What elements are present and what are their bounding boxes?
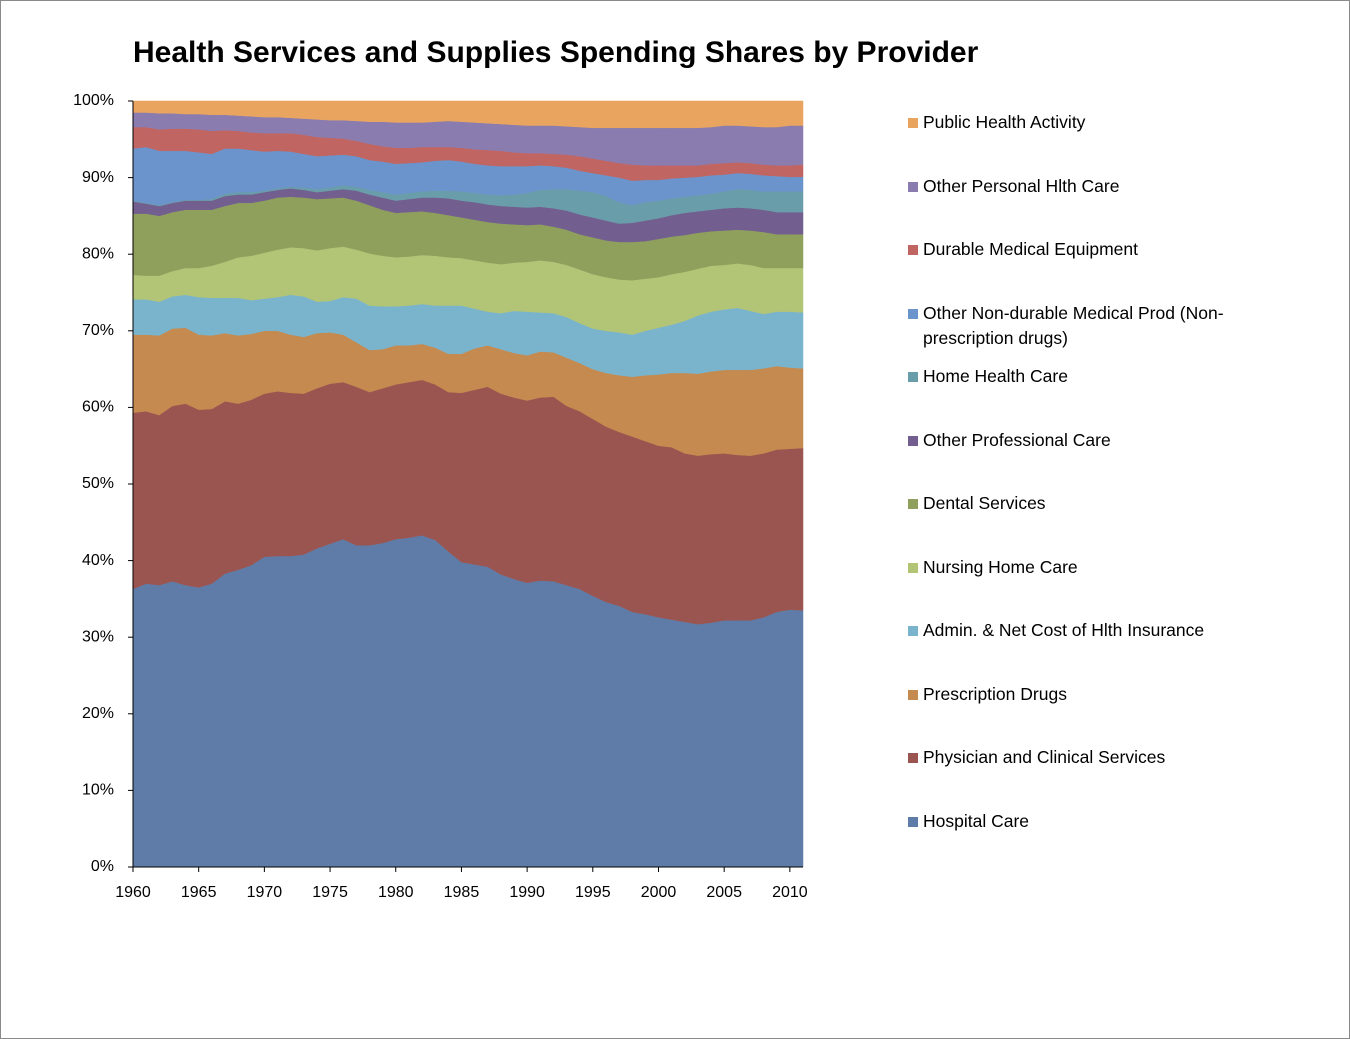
legend-swatch	[908, 499, 918, 509]
y-tick-label: 50%	[82, 475, 114, 492]
legend-label: Admin. & Net Cost of Hlth Insurance	[923, 620, 1205, 640]
x-tick-label: 1975	[312, 884, 348, 901]
legend-label: Durable Medical Equipment	[923, 239, 1138, 259]
legend-swatch	[908, 816, 918, 827]
legend-label: Public Health Activity	[923, 112, 1086, 132]
legend-item: Other Personal Hlth Care	[908, 174, 1268, 199]
legend-item: Nursing Home Care	[908, 555, 1268, 580]
x-tick-label: 1965	[181, 884, 217, 901]
legend-item: Admin. & Net Cost of Hlth Insurance	[908, 618, 1268, 643]
y-tick-label: 60%	[82, 399, 114, 416]
y-tick-label: 20%	[82, 705, 114, 722]
x-tick-label: 2000	[641, 884, 677, 901]
legend-label: Nursing Home Care	[923, 556, 1078, 577]
y-tick-label: 30%	[82, 628, 114, 645]
x-tick-label: 1980	[378, 884, 414, 901]
legend-swatch	[908, 689, 918, 700]
legend-swatch	[908, 372, 918, 382]
y-tick-label: 0%	[91, 858, 114, 875]
legend-swatch	[908, 435, 918, 446]
legend-swatch	[908, 118, 918, 128]
areas	[132, 100, 804, 868]
y-tick-label: 40%	[82, 552, 114, 569]
legend-swatch	[908, 308, 918, 319]
legend-item: Home Health Care	[908, 364, 1268, 389]
x-tick-label: 1995	[575, 884, 611, 901]
y-tick-label: 10%	[82, 782, 114, 799]
legend-label: Physician and Clinical Services	[923, 747, 1166, 767]
legend-item: Durable Medical Equipment	[908, 237, 1268, 262]
legend-label: Prescription Drugs	[923, 683, 1067, 704]
y-tick-label: 70%	[82, 322, 114, 339]
legend-swatch	[908, 626, 918, 636]
legend-swatch	[908, 181, 918, 192]
legend-label: Dental Services	[923, 493, 1046, 513]
legend-label: Other Personal Hlth Care	[923, 175, 1120, 196]
x-tick-label: 2010	[772, 884, 808, 901]
x-tick-label: 1960	[115, 884, 151, 901]
legend-item: Dental Services	[908, 491, 1268, 516]
legend-swatch	[908, 753, 918, 763]
legend-item: Other Professional Care	[908, 428, 1268, 453]
legend-label: Other Non-durable Medical Prod (Non-pres…	[923, 302, 1224, 348]
legend-label: Other Professional Care	[923, 429, 1111, 450]
y-tick-label: 90%	[82, 169, 114, 186]
legend-item: Prescription Drugs	[908, 682, 1268, 707]
chart-title: Health Services and Supplies Spending Sh…	[133, 36, 979, 69]
x-tick-label: 2005	[706, 884, 742, 901]
y-tick-label: 100%	[73, 92, 114, 109]
legend-item: Hospital Care	[908, 809, 1268, 834]
legend-item: Public Health Activity	[908, 110, 1268, 135]
x-tick-label: 1985	[444, 884, 480, 901]
x-tick-label: 1970	[247, 884, 283, 901]
legend-label: Home Health Care	[923, 366, 1068, 386]
area	[132, 100, 804, 129]
y-tick-label: 80%	[82, 245, 114, 262]
legend-swatch	[908, 245, 918, 255]
legend-item: Physician and Clinical Services	[908, 745, 1268, 770]
legend-label: Hospital Care	[923, 810, 1030, 831]
x-tick-label: 1990	[509, 884, 545, 901]
legend-swatch	[908, 562, 918, 573]
legend-item: Other Non-durable Medical Prod (Non-pres…	[908, 301, 1268, 351]
